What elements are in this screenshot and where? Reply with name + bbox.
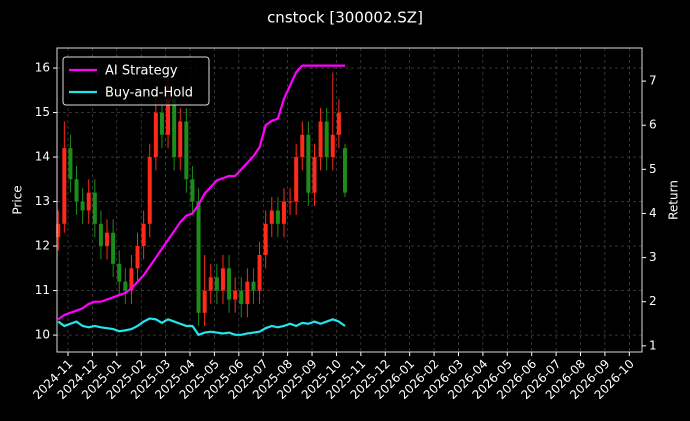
- candle-body: [74, 179, 79, 202]
- candle-body: [123, 281, 128, 291]
- y-tick-label: 12: [35, 239, 50, 253]
- candle-body: [80, 201, 85, 211]
- candle-body: [318, 121, 323, 158]
- y2-tick-label: 4: [649, 206, 657, 220]
- candle-body: [208, 277, 213, 291]
- candle-body: [62, 148, 67, 224]
- candle-body: [257, 254, 262, 291]
- candle-body: [239, 290, 244, 304]
- candle-body: [281, 201, 286, 224]
- candle-body: [184, 121, 189, 180]
- y2-tick-label: 3: [649, 250, 657, 264]
- candle-body: [141, 223, 146, 247]
- candle-body: [233, 290, 238, 300]
- candle-body: [129, 268, 134, 291]
- candle-body: [312, 157, 317, 193]
- candle-body: [202, 290, 207, 313]
- plot-frame: [56, 47, 643, 353]
- candle-body: [251, 281, 256, 291]
- line-series: [57, 317, 346, 337]
- candle-body: [68, 148, 73, 180]
- y2-tick-label: 1: [649, 338, 657, 352]
- legend-box: [62, 56, 210, 106]
- candle-body: [275, 210, 280, 224]
- candle-body: [147, 157, 152, 224]
- y-tick-label: 14: [35, 150, 50, 164]
- candle-body: [227, 268, 232, 300]
- candle-body: [86, 192, 91, 211]
- candle-body: [56, 223, 61, 238]
- candle-body: [324, 121, 329, 158]
- y-tick-label: 15: [35, 105, 50, 119]
- candle-body: [117, 263, 122, 282]
- candle-body: [153, 112, 158, 158]
- candle-body: [300, 134, 305, 158]
- candle-body: [220, 268, 225, 291]
- y-tick-label: 13: [35, 194, 50, 208]
- candle-body: [111, 232, 116, 264]
- candle-body: [92, 192, 97, 224]
- candle-body: [263, 223, 268, 255]
- candle-body: [172, 99, 177, 158]
- candle-body: [214, 277, 219, 291]
- candle-body: [98, 223, 103, 247]
- legend-label: Buy-and-Hold: [105, 86, 193, 101]
- candle-body: [294, 157, 299, 202]
- candle-body: [166, 99, 171, 135]
- candle-body: [336, 112, 341, 135]
- candle-body: [178, 121, 183, 158]
- candle-body: [306, 134, 311, 193]
- y-tick-label: 16: [35, 61, 50, 75]
- candle-body: [190, 179, 195, 202]
- candle-body: [159, 112, 164, 135]
- candle-body: [330, 134, 335, 158]
- candle-body: [135, 246, 140, 269]
- y2-axis-label: Return: [667, 180, 681, 220]
- line-series: [57, 64, 345, 321]
- y2-tick-label: 6: [649, 118, 657, 132]
- legend-label: AI Strategy: [105, 64, 178, 79]
- candle-body: [245, 281, 250, 304]
- y2-tick-label: 2: [649, 294, 657, 308]
- candle-body: [342, 148, 347, 193]
- y-tick-label: 10: [35, 328, 50, 342]
- y2-tick-label: 7: [649, 74, 657, 88]
- candle-body: [196, 201, 201, 313]
- candle-body: [105, 232, 110, 247]
- y2-tick-label: 5: [649, 162, 657, 176]
- y-axis-label: Price: [11, 185, 25, 214]
- y-tick-label: 11: [35, 283, 50, 297]
- candle-body: [288, 201, 293, 203]
- candle-body: [269, 210, 274, 224]
- chart-title: cnstock [300002.SZ]: [267, 9, 423, 27]
